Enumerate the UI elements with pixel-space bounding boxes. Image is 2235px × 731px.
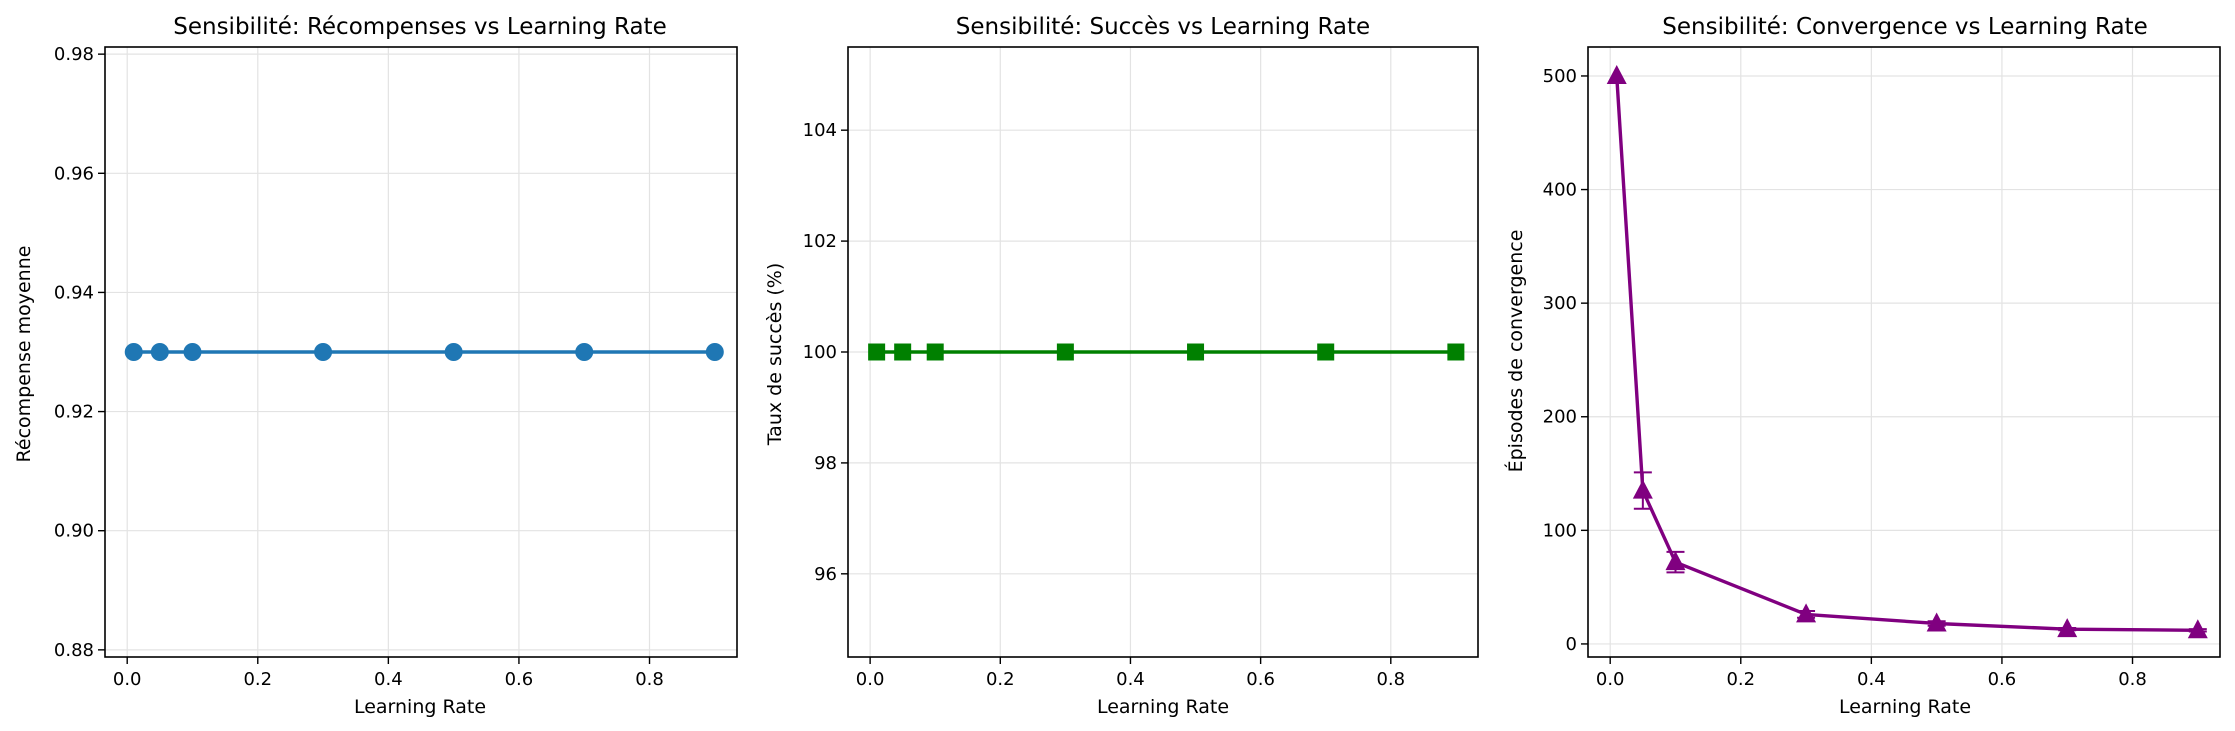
y-tick-label: 200 (1543, 407, 1577, 428)
y-tick-label: 0 (1566, 634, 1577, 655)
y-axis-label: Récompense moyenne (13, 246, 35, 463)
data-point (926, 343, 944, 361)
x-tick-label: 0.8 (2118, 669, 2147, 690)
x-tick-label: 0.0 (1596, 669, 1625, 690)
data-point (868, 343, 886, 361)
data-point (150, 343, 169, 361)
x-tick-label: 0.0 (856, 669, 885, 690)
data-point (1606, 64, 1627, 84)
y-tick-label: 98 (814, 453, 837, 474)
y-tick-label: 0.94 (54, 282, 94, 303)
data-point (894, 343, 912, 361)
data-point (124, 343, 143, 361)
x-tick-label: 0.4 (1857, 669, 1886, 690)
x-tick-label: 0.0 (113, 669, 142, 690)
y-tick-label: 102 (803, 231, 837, 252)
panel-success: Sensibilité: Succès vs Learning Rate Lea… (764, 14, 1479, 718)
data-point (183, 343, 202, 361)
data-point (314, 343, 333, 361)
y-axis-label: Taux de succès (%) (764, 263, 786, 447)
data-point (1056, 343, 1074, 361)
data-point (575, 343, 594, 361)
x-tick-label: 0.2 (1726, 669, 1755, 690)
chart-title: Sensibilité: Succès vs Learning Rate (956, 14, 1370, 40)
chart-title: Sensibilité: Convergence vs Learning Rat… (1662, 14, 2147, 40)
x-axis-label: Learning Rate (1839, 696, 1971, 718)
x-tick-label: 0.2 (986, 669, 1015, 690)
data-point (1317, 343, 1335, 361)
chart-title: Sensibilité: Récompenses vs Learning Rat… (173, 14, 666, 40)
data-point (705, 343, 724, 361)
y-tick-label: 104 (803, 120, 837, 141)
panel-rewards: Sensibilité: Récompenses vs Learning Rat… (13, 14, 738, 718)
plot-frame (1587, 46, 2221, 658)
plot-frame (104, 46, 738, 658)
x-tick-label: 0.6 (1246, 669, 1275, 690)
y-axis-label: Épisodes de convergence (1504, 230, 1527, 473)
data-point (2187, 619, 2208, 639)
data-point (1796, 603, 1817, 623)
x-tick-label: 0.4 (374, 669, 403, 690)
y-tick-label: 100 (803, 342, 837, 363)
y-tick-label: 96 (814, 564, 837, 585)
x-tick-label: 0.8 (1376, 669, 1405, 690)
data-point (1632, 479, 1653, 499)
y-tick-label: 0.92 (54, 402, 94, 423)
data-point (444, 343, 463, 361)
x-axis-label: Learning Rate (354, 696, 486, 718)
y-tick-label: 0.96 (54, 163, 94, 184)
data-point (1926, 612, 1947, 632)
x-tick-label: 0.4 (1116, 669, 1145, 690)
panel-convergence: Sensibilité: Convergence vs Learning Rat… (1504, 14, 2221, 718)
y-tick-label: 100 (1543, 520, 1577, 541)
data-point (2057, 618, 2078, 638)
y-tick-label: 500 (1543, 66, 1577, 87)
plot-frame (847, 46, 1479, 658)
x-tick-label: 0.2 (243, 669, 272, 690)
data-point (1447, 343, 1465, 361)
y-tick-label: 0.90 (54, 521, 94, 542)
x-axis-label: Learning Rate (1097, 696, 1229, 718)
data-point (1665, 551, 1686, 571)
x-tick-label: 0.8 (635, 669, 664, 690)
data-point (1187, 343, 1205, 361)
y-tick-label: 300 (1543, 293, 1577, 314)
y-tick-label: 0.98 (54, 44, 94, 65)
y-tick-label: 400 (1543, 180, 1577, 201)
y-tick-label: 0.88 (54, 640, 94, 661)
x-tick-label: 0.6 (1988, 669, 2017, 690)
x-tick-label: 0.6 (505, 669, 534, 690)
